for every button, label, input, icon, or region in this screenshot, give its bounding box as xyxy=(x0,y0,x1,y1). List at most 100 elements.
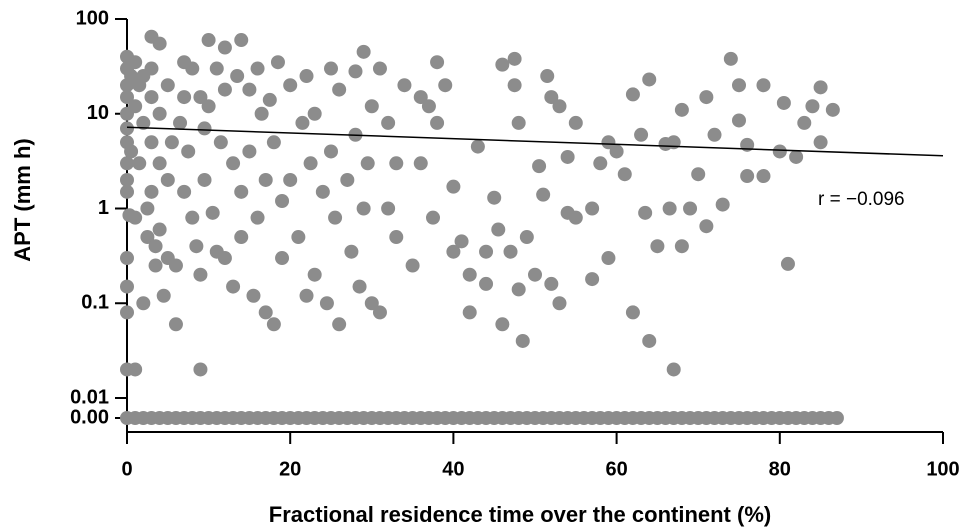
x-tick-label: 40 xyxy=(442,458,464,480)
point xyxy=(291,230,306,245)
point xyxy=(124,144,139,159)
point xyxy=(307,106,322,121)
point xyxy=(360,156,375,171)
point xyxy=(144,135,159,150)
point xyxy=(544,90,559,105)
point xyxy=(246,288,261,303)
y-tick-label: 0.01 xyxy=(70,386,109,408)
point xyxy=(148,239,163,254)
point xyxy=(560,149,575,164)
point xyxy=(625,87,640,102)
point xyxy=(193,362,208,377)
point xyxy=(254,106,269,121)
point xyxy=(723,51,738,66)
point xyxy=(389,230,404,245)
point xyxy=(487,190,502,205)
x-tick-label: 80 xyxy=(769,458,791,480)
point xyxy=(776,95,791,110)
point xyxy=(319,296,334,311)
point xyxy=(128,99,143,114)
point xyxy=(120,156,134,171)
point xyxy=(193,90,208,105)
point xyxy=(511,282,526,297)
point xyxy=(732,113,746,128)
point xyxy=(177,90,192,105)
point xyxy=(756,78,771,93)
point xyxy=(634,127,649,142)
point xyxy=(185,210,200,225)
point xyxy=(299,288,314,303)
point xyxy=(209,61,224,76)
point xyxy=(829,411,844,425)
point xyxy=(226,156,241,171)
point xyxy=(128,55,143,70)
point xyxy=(740,169,755,184)
point xyxy=(205,205,220,220)
point xyxy=(140,230,155,245)
point xyxy=(152,36,167,51)
point xyxy=(250,61,265,76)
point xyxy=(666,362,681,377)
point xyxy=(173,115,188,130)
point xyxy=(674,239,689,254)
point xyxy=(756,169,771,184)
point xyxy=(152,156,167,171)
point xyxy=(507,51,522,66)
point xyxy=(462,305,477,320)
point xyxy=(120,279,134,294)
point xyxy=(805,99,820,114)
point xyxy=(609,144,624,159)
point xyxy=(511,115,526,130)
point xyxy=(503,244,518,259)
point xyxy=(132,156,147,171)
point xyxy=(315,184,330,199)
point xyxy=(120,305,134,320)
point xyxy=(140,201,155,216)
point xyxy=(536,187,551,202)
point xyxy=(226,279,241,294)
point xyxy=(552,296,567,311)
point xyxy=(593,156,608,171)
point xyxy=(515,333,530,348)
point xyxy=(421,99,436,114)
point xyxy=(148,258,163,273)
point xyxy=(120,184,134,199)
point xyxy=(164,135,179,150)
point xyxy=(160,78,175,93)
point xyxy=(356,44,371,59)
point xyxy=(266,317,281,332)
point xyxy=(352,279,367,294)
point xyxy=(262,92,277,107)
point xyxy=(324,144,338,159)
point xyxy=(372,305,387,320)
y-tick-label: 0.1 xyxy=(81,292,109,314)
point xyxy=(454,234,469,249)
point xyxy=(197,172,212,187)
point xyxy=(299,69,314,84)
y-tick-label: 1 xyxy=(98,197,109,219)
point xyxy=(275,193,290,208)
point xyxy=(340,172,355,187)
point xyxy=(258,305,273,320)
point xyxy=(625,305,640,320)
point xyxy=(136,115,151,130)
point xyxy=(152,106,167,121)
point xyxy=(356,201,371,216)
point xyxy=(193,267,208,282)
point xyxy=(152,222,167,237)
point xyxy=(797,115,812,130)
point xyxy=(462,267,477,282)
point xyxy=(136,296,151,311)
point xyxy=(348,64,363,79)
point xyxy=(532,159,547,174)
point xyxy=(495,57,510,72)
point xyxy=(266,135,281,150)
point xyxy=(242,82,257,97)
point xyxy=(540,69,555,84)
point xyxy=(364,99,379,114)
point xyxy=(124,69,139,84)
point xyxy=(715,197,730,212)
point xyxy=(234,184,249,199)
x-axis-title: Fractional residence time over the conti… xyxy=(269,502,771,527)
point xyxy=(120,90,134,105)
